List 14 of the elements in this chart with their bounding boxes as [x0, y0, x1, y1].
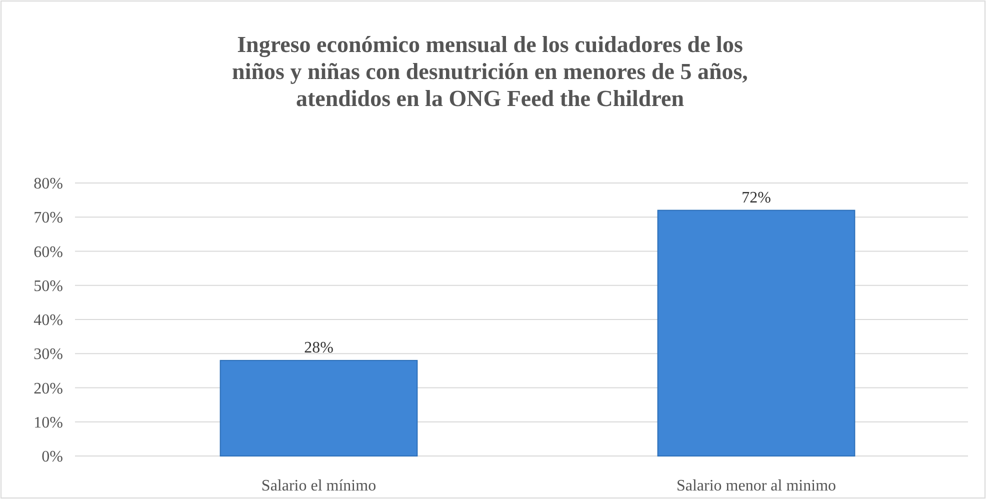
chart-title: Ingreso económico mensual de los cuidadores de los niños y niñas con desnutrición en menores de 5 años, atendidos en la ONG Feed the Children [232, 32, 748, 111]
y-tick-label: 50% [34, 278, 63, 295]
y-tick-label: 60% [34, 244, 63, 261]
data-label: 72% [742, 189, 771, 206]
y-tick-label: 40% [34, 312, 63, 330]
y-tick-label: 10% [34, 414, 63, 432]
data-label: 28% [304, 339, 334, 356]
y-tick-label: 30% [34, 346, 63, 364]
y-tick-label: 0% [42, 448, 63, 466]
y-tick-label: 70% [34, 210, 63, 227]
x-tick-label: Salario menor al minimo [676, 478, 836, 495]
y-tick-label: 20% [34, 380, 63, 398]
y-tick-label: 80% [34, 176, 63, 193]
x-tick-label: Salario el mínimo [261, 478, 376, 495]
